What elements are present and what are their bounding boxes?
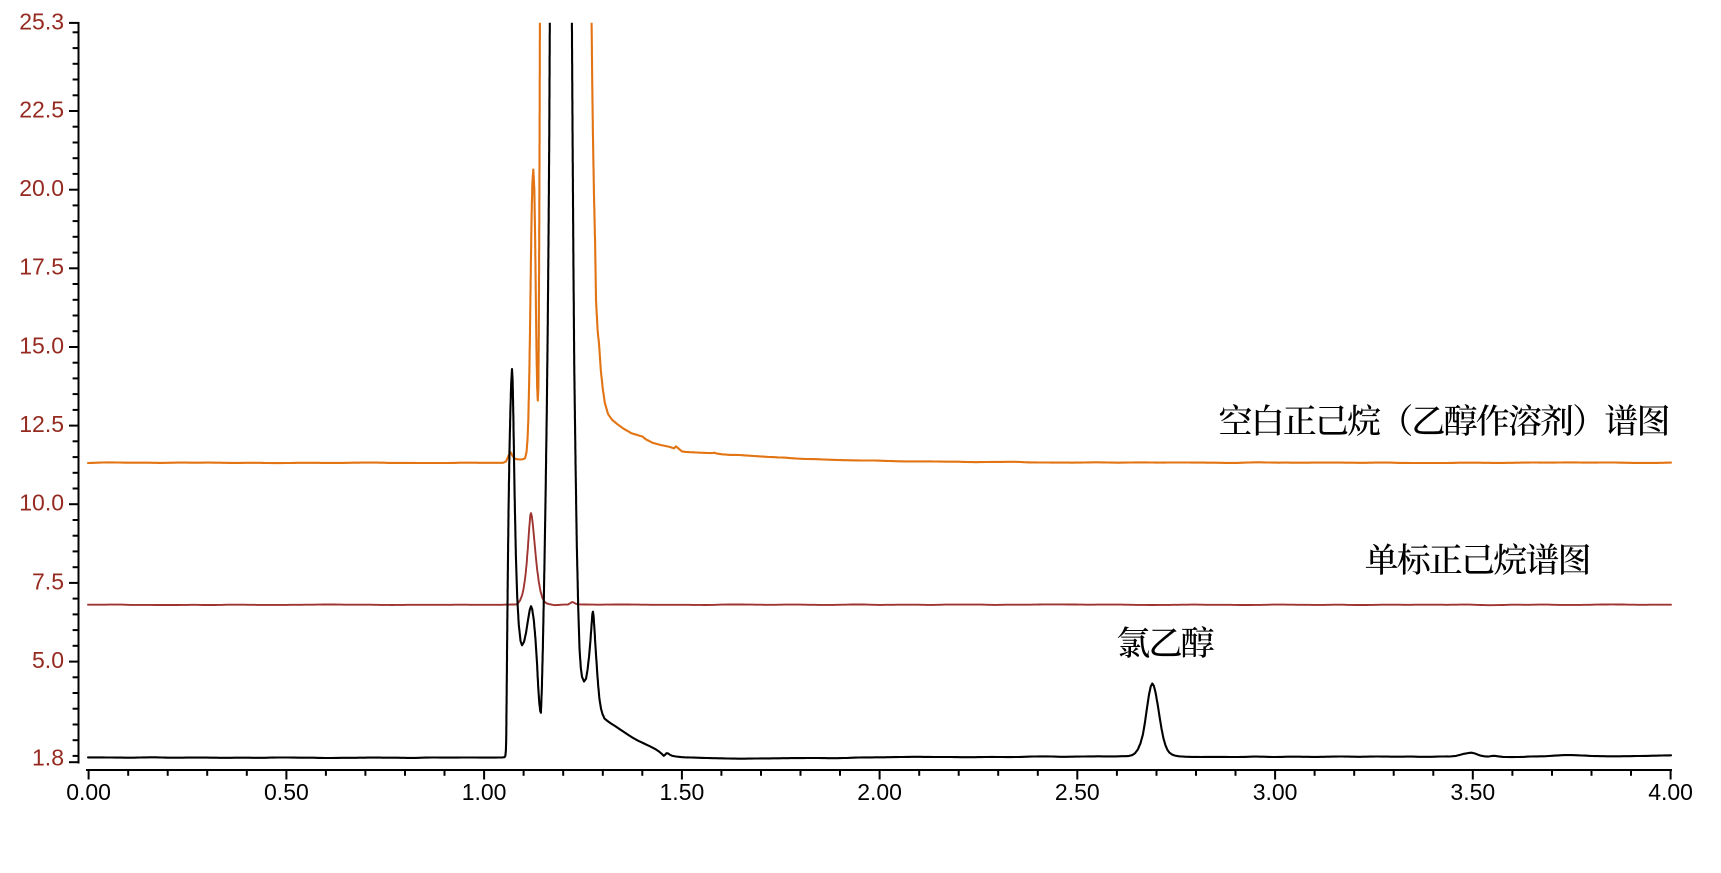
svg-text:1.50: 1.50 [660,779,705,805]
svg-text:1.00: 1.00 [462,779,507,805]
svg-text:1.8: 1.8 [32,745,64,771]
svg-text:3.00: 3.00 [1253,779,1298,805]
svg-text:12.5: 12.5 [19,411,64,437]
svg-text:4.00: 4.00 [1648,779,1693,805]
svg-text:2.50: 2.50 [1055,779,1100,805]
svg-text:0.50: 0.50 [264,779,309,805]
svg-text:20.0: 20.0 [19,175,64,201]
svg-text:10.0: 10.0 [19,490,64,516]
svg-text:25.3: 25.3 [19,8,64,34]
svg-text:15.0: 15.0 [19,332,64,358]
svg-text:0.00: 0.00 [66,779,111,805]
svg-text:22.5: 22.5 [19,96,64,122]
svg-text:7.5: 7.5 [32,568,64,594]
svg-text:3.50: 3.50 [1450,779,1495,805]
svg-text:17.5: 17.5 [19,254,64,280]
svg-text:5.0: 5.0 [32,647,64,673]
svg-text:2.00: 2.00 [857,779,902,805]
